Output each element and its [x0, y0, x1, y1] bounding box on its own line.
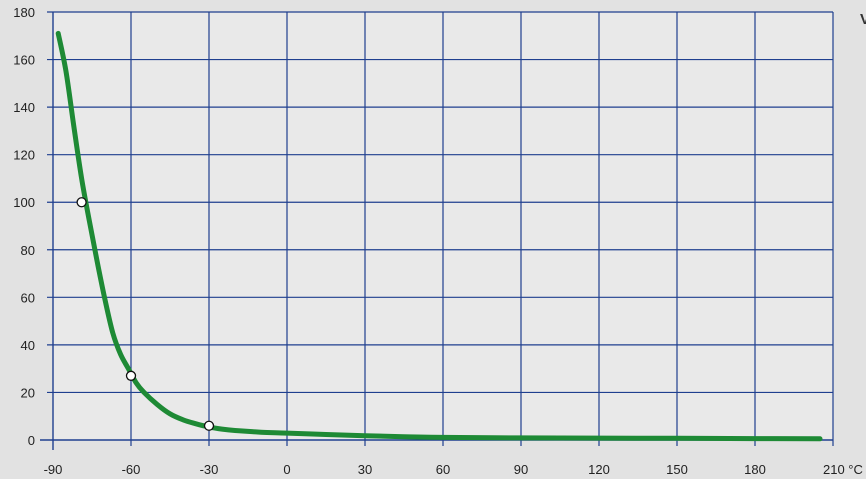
markers	[76, 197, 215, 431]
x-tick-label-3: 0	[283, 462, 290, 477]
x-tick-label-8: 150	[666, 462, 688, 477]
series	[55, 30, 823, 442]
x-tick-label-2: -30	[200, 462, 219, 477]
x-tick-label-9: 180	[744, 462, 766, 477]
x-tick-label-6: 90	[514, 462, 528, 477]
y-tick-label-2: 40	[21, 338, 35, 353]
x-tick-label-1: -60	[122, 462, 141, 477]
y-tick-label-7: 140	[13, 100, 35, 115]
y-tick-label-0: 0	[28, 433, 35, 448]
data-marker-0	[76, 197, 87, 208]
right-edge-text: V	[860, 11, 866, 28]
x-tick-label-10: 210 °C	[823, 462, 863, 477]
y-tick-label-4: 80	[21, 243, 35, 258]
grid-lines	[47, 11, 834, 446]
y-tick-label-6: 120	[13, 148, 35, 163]
data-marker-1	[125, 370, 137, 381]
x-tick-label-5: 60	[436, 462, 450, 477]
y-tick-label-1: 20	[21, 385, 35, 400]
x-tick-label-7: 120	[588, 462, 610, 477]
y-tick-label-3: 60	[21, 290, 35, 305]
y-tick-label-9: 180	[13, 5, 35, 20]
data-marker-2	[203, 420, 215, 431]
x-tick-label-0: -90	[44, 462, 63, 477]
y-tick-labels: 0 20 40 60 80 100 120 140 160 180	[13, 5, 35, 448]
y-tick-label-5: 100	[13, 195, 35, 210]
x-tick-labels: -90 -60 -30 0 30 60 90 120 150 180 210 °C	[44, 462, 863, 477]
x-tick-label-4: 30	[358, 462, 372, 477]
y-tick-label-8: 160	[13, 53, 35, 68]
series-line-0	[55, 30, 823, 442]
